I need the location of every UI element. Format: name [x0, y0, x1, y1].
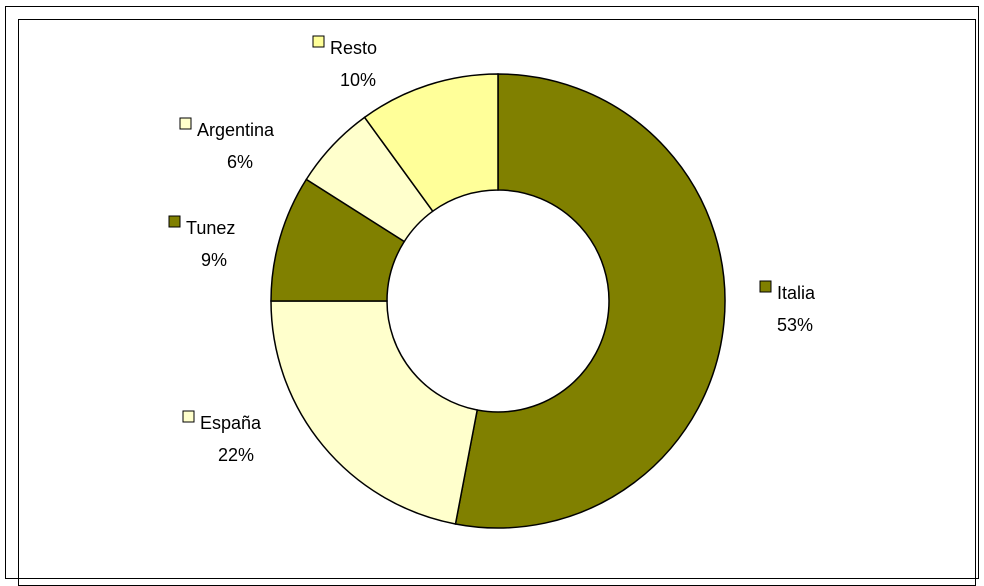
legend-key-espana	[182, 410, 195, 423]
legend-key-tunez	[168, 215, 181, 228]
label-italia: Italia	[777, 283, 816, 303]
legend-key-resto	[312, 35, 325, 48]
value-label-espana: 22%	[218, 445, 254, 465]
value-label-argentina: 6%	[227, 152, 253, 172]
value-label-tunez: 9%	[201, 250, 227, 270]
legend-key-argentina	[179, 117, 192, 130]
label-argentina: Argentina	[197, 120, 275, 140]
value-label-italia: 53%	[777, 315, 813, 335]
label-tunez: Tunez	[186, 218, 235, 238]
donut-slices	[270, 73, 726, 529]
slice-espana	[270, 300, 479, 525]
slice-resto	[363, 73, 499, 213]
slice-labels: Italia 53% España 22% Tunez 9% Argentina 6% Rest…	[168, 35, 816, 465]
legend-key-italia	[759, 280, 772, 293]
label-resto: Resto	[330, 38, 377, 58]
slice-italia	[454, 73, 726, 529]
label-espana: España	[200, 413, 262, 433]
value-label-resto: 10%	[340, 70, 376, 90]
